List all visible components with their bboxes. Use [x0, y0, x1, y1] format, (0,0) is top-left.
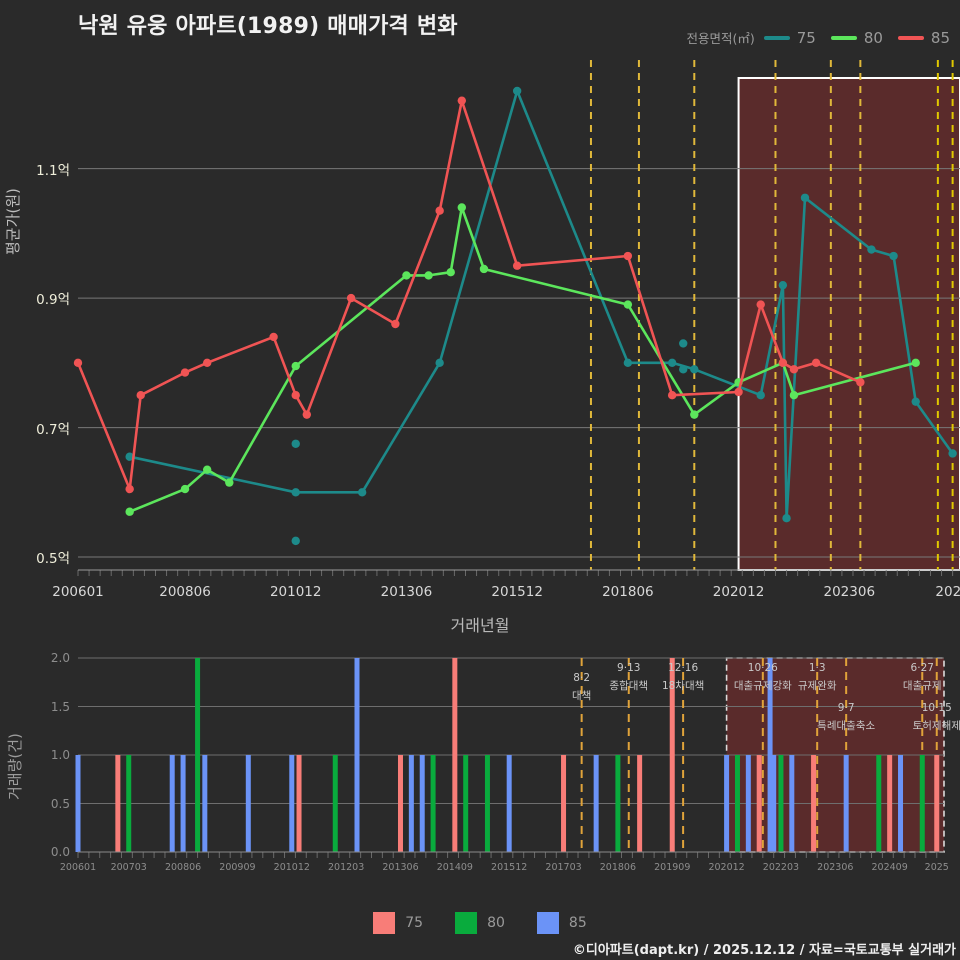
- volume-chart-plot: [75, 657, 945, 858]
- legend-bottom-label-85: 85: [568, 915, 587, 931]
- volume-x-tick: 202012: [708, 862, 745, 873]
- policy-name-label: 종합대책: [609, 680, 649, 692]
- policy-date-label: 9·13: [617, 662, 641, 674]
- volume-x-tick: 2025: [924, 862, 949, 873]
- volume-x-tick: 201409: [436, 862, 473, 873]
- legend-bottom-label-75: 75: [405, 915, 424, 931]
- price-x-tick: 201306: [380, 584, 433, 600]
- legend-swatch-75: [763, 35, 790, 40]
- price-chart-x-axis-label: 거래년월: [450, 616, 510, 635]
- volume-x-tick: 202409: [871, 862, 908, 873]
- volume-y-tick: 1.0: [50, 748, 70, 762]
- policy-name-label: 18차대책: [661, 680, 705, 692]
- policy-date-label: 12·16: [668, 662, 699, 674]
- policy-date-label: 1·3: [808, 662, 826, 674]
- legend-bottom-swatch-75: [373, 912, 396, 934]
- volume-x-tick: 201203: [327, 862, 365, 873]
- legend-label-75[interactable]: 75: [796, 28, 816, 47]
- policy-date-label: 6·27: [910, 662, 934, 674]
- volume-x-tick: 201012: [273, 862, 310, 873]
- policy-name-label: 대출규제: [902, 680, 942, 692]
- volume-y-tick: 2.0: [50, 651, 70, 665]
- legend-swatch-80: [830, 35, 857, 40]
- policy-date-label: 8·2: [573, 672, 591, 684]
- policy-name-label: 토허제해제: [912, 720, 960, 732]
- legend-bottom-item-80[interactable]: 80: [455, 912, 505, 934]
- price-x-tick: 201512: [491, 584, 543, 600]
- volume-x-tick: 201806: [599, 862, 637, 873]
- policy-name-label: 규제완화: [797, 680, 837, 692]
- legend-top-title: 전용면적(㎡): [686, 31, 755, 46]
- volume-x-tick: 200806: [164, 862, 202, 873]
- price-x-tick: 202306: [823, 584, 876, 600]
- price-x-tick: 2025: [935, 584, 960, 600]
- legend-bottom-label-80: 80: [487, 915, 505, 931]
- policy-name-label: 대출규제강화: [733, 680, 792, 692]
- legend-bottom-item-75[interactable]: 75: [373, 912, 423, 934]
- policy-date-label: 10·15: [921, 702, 952, 714]
- volume-x-tick: 200909: [219, 862, 256, 873]
- policy-date-label: 10·26: [747, 662, 778, 674]
- page-title: 낙원 유웅 아파트(1989) 매매가격 변화: [78, 14, 458, 39]
- volume-x-tick: 200703: [110, 862, 147, 873]
- policy-date-label: 9·7: [837, 702, 855, 714]
- price-x-tick: 200601: [52, 584, 104, 600]
- legend-bottom-swatch-85: [536, 912, 559, 934]
- legend-top: 전용면적(㎡) 75 80 85: [686, 28, 958, 47]
- price-x-tick: 202012: [712, 584, 765, 600]
- price-y-tick: 0.5억: [36, 551, 70, 568]
- price-x-tick: 201806: [602, 584, 654, 600]
- price-y-tick: 0.7억: [36, 421, 70, 438]
- policy-name-label: 대책: [571, 690, 592, 702]
- price-y-tick: 1.1억: [36, 162, 70, 179]
- volume-x-tick: 201306: [382, 862, 419, 873]
- legend-label-80[interactable]: 80: [863, 28, 883, 47]
- volume-y-tick: 0.5: [50, 796, 70, 811]
- price-chart-plot: [73, 60, 960, 576]
- volume-y-tick: 0.0: [50, 845, 70, 859]
- volume-y-tick: 1.5: [50, 699, 70, 714]
- legend-swatch-85: [897, 35, 924, 40]
- volume-x-tick: 202306: [817, 862, 854, 873]
- legend-bottom-item-85[interactable]: 85: [536, 912, 587, 934]
- price-y-tick: 0.9억: [36, 292, 70, 309]
- price-x-tick: 201012: [269, 584, 322, 600]
- legend-bottom-swatch-80: [455, 912, 478, 934]
- volume-x-tick: 201909: [654, 862, 691, 873]
- legend-label-85[interactable]: 85: [930, 28, 950, 47]
- policy-name-label: 특례대출축소: [817, 720, 876, 732]
- legend-bottom: 75 80 85: [0, 912, 960, 934]
- volume-x-tick: 202203: [762, 862, 800, 873]
- footer-credit: ©디아파트(dapt.kr) / 2025.12.12 / 자료=국토교통부 실…: [572, 943, 956, 958]
- volume-x-tick: 201512: [491, 862, 528, 873]
- volume-x-tick: 201703: [545, 862, 582, 873]
- volume-x-tick: 200601: [59, 862, 97, 873]
- price-x-tick: 200806: [159, 584, 211, 600]
